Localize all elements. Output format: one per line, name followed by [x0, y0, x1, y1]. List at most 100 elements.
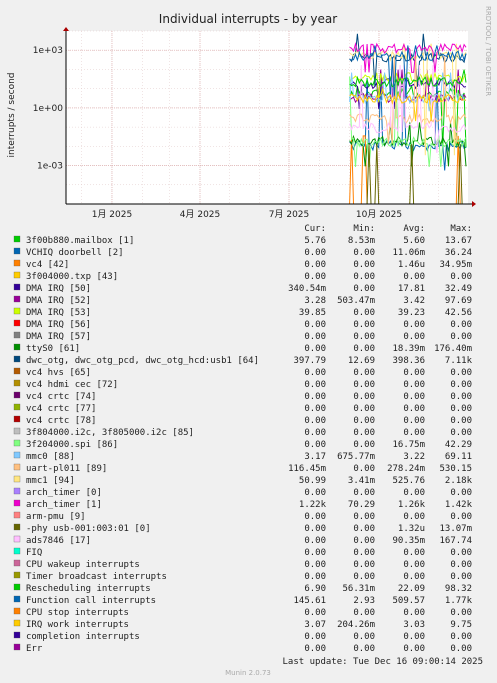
legend-avg: 0.00: [403, 644, 425, 654]
legend-max: 176.40m: [434, 344, 472, 354]
legend-label: mmc1 [94]: [26, 476, 75, 486]
legend-cur: 0.00: [304, 392, 326, 402]
legend-avg: 0.00: [403, 380, 425, 390]
legend-avg: 18.39m: [392, 344, 425, 354]
legend-label: mmc0 [88]: [26, 452, 75, 462]
legend-cur: 0.00: [304, 428, 326, 438]
legend-cur: 5.76: [304, 236, 326, 246]
legend-swatch: [13, 283, 21, 291]
legend-cur: 116.45m: [288, 464, 326, 474]
y-tick-label: 1e+00: [33, 104, 64, 114]
legend-swatch: [13, 643, 21, 651]
legend-max: 0.00: [450, 332, 472, 342]
legend-header-max: Max:: [450, 224, 472, 234]
legend-max: 167.74: [439, 536, 472, 546]
legend-avg: 3.42: [403, 296, 425, 306]
legend-cur: 0.00: [304, 248, 326, 258]
legend-min: 0.00: [353, 260, 375, 270]
series-line: [349, 55, 467, 144]
legend-max: 0.00: [450, 572, 472, 582]
legend-max: 0.00: [450, 320, 472, 330]
legend-label: 3f804000.i2c, 3f805000.i2c [85]: [26, 428, 194, 438]
legend-min: 0.00: [353, 416, 375, 426]
legend-avg: 11.06m: [392, 248, 425, 258]
legend-max: 0.00: [450, 632, 472, 642]
legend-label: IRQ work interrupts: [26, 620, 129, 630]
legend-max: 69.11: [445, 452, 472, 462]
legend-min: 0.00: [353, 404, 375, 414]
x-tick-label: 7月 2025: [269, 209, 310, 220]
legend-label: vc4 crtc [74]: [26, 392, 96, 402]
series-group: [349, 33, 467, 205]
legend-swatch: [13, 307, 21, 315]
legend-min: 0.00: [353, 536, 375, 546]
legend-cur: 0.00: [304, 404, 326, 414]
legend-min: 503.47m: [337, 296, 375, 306]
legend-cur: 0.00: [304, 608, 326, 618]
legend-avg: 1.46u: [398, 260, 425, 270]
legend-max: 13.07m: [439, 524, 472, 534]
legend-max: 1.42k: [445, 500, 473, 510]
legend-min: 0.00: [353, 560, 375, 570]
legend-max: 0.00: [450, 560, 472, 570]
legend-label: arch_timer [0]: [26, 488, 102, 498]
legend-avg: 16.75m: [392, 440, 425, 450]
legend-cur: 0.00: [304, 260, 326, 270]
legend-label: CPU wakeup interrupts: [26, 560, 140, 570]
legend-cur: 1.22k: [299, 500, 327, 510]
legend-swatch: [13, 583, 21, 591]
legend-min: 0.00: [353, 428, 375, 438]
legend-cur: 0.00: [304, 272, 326, 282]
legend-swatch: [13, 259, 21, 267]
axes: [63, 27, 476, 207]
legend-swatch: [13, 499, 21, 507]
legend-max: 9.75: [450, 620, 472, 630]
series-line: [349, 71, 467, 103]
legend-swatch: [13, 559, 21, 567]
legend-swatch: [13, 475, 21, 483]
legend-cur: 0.00: [304, 644, 326, 654]
legend-swatch: [13, 415, 21, 423]
legend-min: 204.26m: [337, 620, 375, 630]
legend-cur: 0.00: [304, 560, 326, 570]
legend-cur: 0.00: [304, 572, 326, 582]
legend-min: 0.00: [353, 464, 375, 474]
legend-label: ads7846 [17]: [26, 536, 91, 546]
legend-avg: 3.03: [403, 620, 425, 630]
legend-cur: 50.99: [299, 476, 326, 486]
legend-min: 0.00: [353, 272, 375, 282]
legend-max: 0.00: [450, 380, 472, 390]
legend-label: vc4 hvs [65]: [26, 368, 91, 378]
legend-swatch: [13, 631, 21, 639]
legend-max: 32.49: [445, 284, 472, 294]
legend-max: 0.00: [450, 608, 472, 618]
legend-avg: 0.00: [403, 512, 425, 522]
legend-label: DMA IRQ [52]: [26, 296, 91, 306]
legend-swatch: [13, 343, 21, 351]
series-line: [349, 45, 467, 99]
legend-cur: 0.00: [304, 548, 326, 558]
legend-swatch: [13, 367, 21, 375]
legend-min: 0.00: [353, 572, 375, 582]
legend-swatch: [13, 295, 21, 303]
y-axis-arrow: [63, 27, 69, 31]
legend-cur: 0.00: [304, 488, 326, 498]
legend-max: 0.00: [450, 272, 472, 282]
x-tick-label: 10月 2025: [356, 209, 402, 220]
legend-swatch: [13, 319, 21, 327]
legend-avg: 0.00: [403, 320, 425, 330]
legend-label: arch_timer [1]: [26, 500, 102, 510]
legend-cur: 0.00: [304, 380, 326, 390]
legend-cur: 340.54m: [288, 284, 326, 294]
legend-avg: 1.32u: [398, 524, 425, 534]
legend-swatch: [13, 607, 21, 615]
legend-min: 0.00: [353, 524, 375, 534]
legend-cur: 397.79: [293, 356, 326, 366]
legend-avg: 525.76: [392, 476, 425, 486]
legend-avg: 0.00: [403, 416, 425, 426]
legend-min: 2.93: [353, 596, 375, 606]
series-line: [349, 87, 467, 122]
legend-min: 0.00: [353, 320, 375, 330]
legend-label: vc4 [42]: [26, 260, 69, 270]
